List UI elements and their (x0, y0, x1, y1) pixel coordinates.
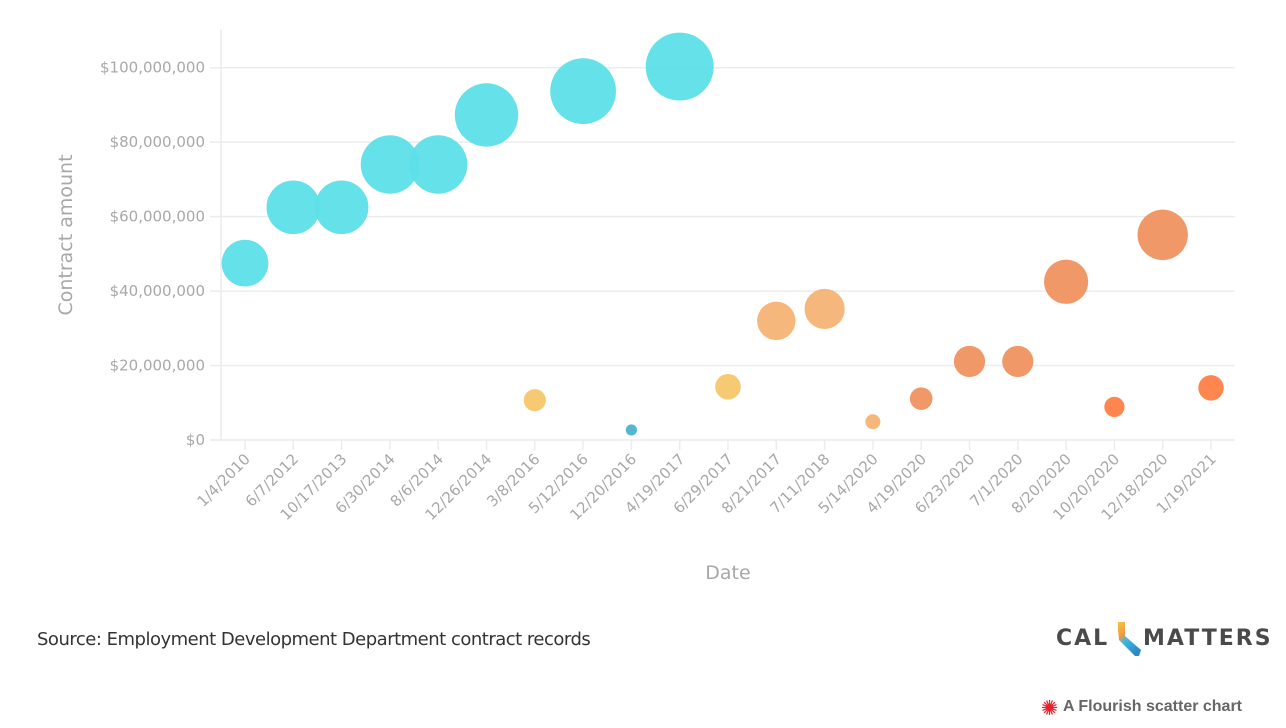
data-point[interactable] (1002, 345, 1034, 378)
data-point[interactable] (1137, 209, 1188, 261)
data-point[interactable] (360, 135, 420, 194)
data-point[interactable] (804, 288, 845, 330)
calmatters-logo[interactable]: CAL MATTERS (1056, 622, 1271, 658)
data-point[interactable] (1104, 396, 1125, 417)
y-tick-label: $80,000,000 (110, 133, 205, 151)
flourish-credit-link[interactable]: A Flourish scatter chart (1041, 698, 1242, 716)
y-axis: $0 $20,000,000 $40,000,000 $60,000,000 $80,0… (100, 59, 205, 449)
data-point[interactable] (645, 32, 714, 101)
source-note: Source: Employment Development Departmen… (37, 629, 591, 650)
data-point[interactable] (909, 387, 933, 410)
data-point[interactable] (266, 180, 321, 235)
logo-text-matters: MATTERS (1143, 626, 1273, 651)
y-tick-label: $100,000,000 (100, 59, 205, 77)
x-axis-title: Date (705, 562, 750, 584)
y-tick-label: $20,000,000 (110, 357, 205, 375)
data-point[interactable] (1198, 375, 1224, 401)
data-point[interactable] (953, 345, 986, 378)
y-axis-title: Contract amount (55, 154, 77, 315)
data-point[interactable] (221, 239, 269, 287)
flourish-credit-text: A Flourish scatter chart (1063, 698, 1243, 715)
y-tick-label: $60,000,000 (110, 208, 205, 226)
data-point[interactable] (715, 373, 741, 400)
california-icon (1118, 622, 1141, 656)
data-point[interactable] (409, 135, 468, 194)
data-point[interactable] (523, 389, 546, 412)
data-point[interactable] (625, 424, 638, 436)
burst-core (1045, 703, 1054, 711)
y-tick-label: $40,000,000 (110, 282, 205, 300)
data-point[interactable] (1044, 259, 1089, 304)
data-point[interactable] (757, 301, 796, 341)
scatter-chart: $0 $20,000,000 $40,000,000 $60,000,000 $80,0… (55, 29, 1235, 584)
flourish-burst-icon (1041, 699, 1058, 715)
data-point[interactable] (865, 414, 881, 430)
data-point[interactable] (314, 180, 369, 235)
data-point[interactable] (550, 58, 616, 125)
data-point[interactable] (454, 83, 519, 147)
y-tick-label: $0 (186, 431, 205, 449)
logo-text-cal: CAL (1056, 626, 1110, 651)
x-axis: 1/4/20106/7/201210/17/20136/30/20148/6/2… (193, 440, 1220, 524)
data-points (221, 32, 1224, 436)
